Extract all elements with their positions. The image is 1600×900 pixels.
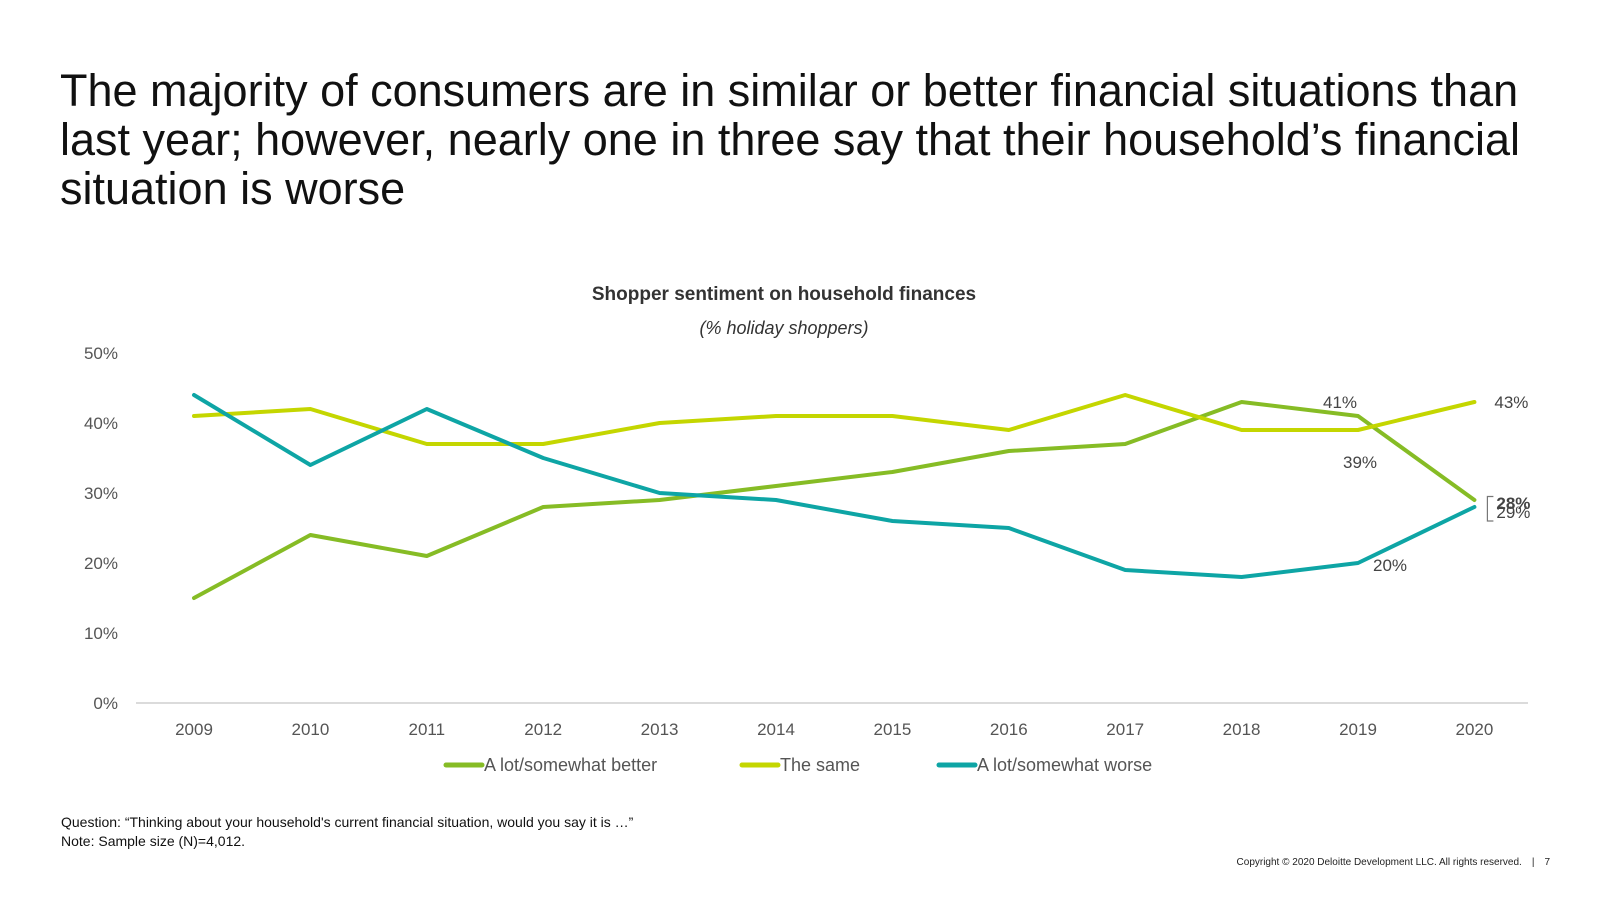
footnote-question: Question: “Thinking about your household… (61, 814, 634, 830)
chart-title: Shopper sentiment on household finances (592, 284, 976, 305)
label-bracket (1486, 495, 1494, 522)
chart-legend: A lot/somewhat better The same A lot/somew… (443, 755, 1152, 775)
data-label: 41% (1323, 393, 1357, 412)
y-tick-label: 0% (93, 694, 118, 713)
copyright-text: Copyright © 2020 Deloitte Development LL… (1236, 857, 1522, 868)
data-label: 20% (1373, 556, 1407, 575)
y-tick-label: 10% (84, 624, 118, 643)
x-tick-label: 2020 (1455, 720, 1493, 739)
x-tick-label: 2018 (1223, 720, 1261, 739)
chart-axes: 0% 10% 20% 30% 40% 50% 2009 2010 2011 2012 2013 201… (84, 344, 1528, 739)
chart-annotations: 41% 39% 20% 43% 28%29% (1323, 393, 1530, 575)
data-label: 39% (1343, 453, 1377, 472)
slide-title: The majority of consumers are in similar… (60, 65, 1521, 214)
legend-label: The same (780, 755, 860, 775)
copyright-bar: Copyright © 2020 Deloitte Development LL… (1237, 857, 1550, 868)
y-tick-label: 40% (84, 414, 118, 433)
footnote-note: Note: Sample size (N)=4,012. (61, 833, 246, 849)
series-line-1 (192, 393, 1477, 446)
legend-label: A lot/somewhat worse (977, 755, 1152, 775)
series-line-0 (192, 400, 1477, 600)
x-tick-label: 2010 (291, 720, 329, 739)
x-tick-label: 2013 (641, 720, 679, 739)
x-tick-label: 2016 (990, 720, 1028, 739)
chart-subtitle: (% holiday shoppers) (699, 318, 868, 338)
data-label: 29% (1496, 503, 1530, 522)
x-tick-label: 2019 (1339, 720, 1377, 739)
y-tick-label: 30% (84, 484, 118, 503)
legend-label: A lot/somewhat better (484, 755, 657, 775)
x-tick-label: 2012 (524, 720, 562, 739)
data-label: 28% (1496, 494, 1530, 513)
series-line-2 (192, 393, 1477, 579)
footnotes: Question: “Thinking about your household… (61, 813, 633, 851)
x-tick-label: 2015 (873, 720, 911, 739)
x-tick-label: 2009 (175, 720, 213, 739)
x-tick-label: 2014 (757, 720, 795, 739)
x-tick-label: 2011 (409, 720, 446, 739)
page-number: 7 (1544, 857, 1550, 868)
y-tick-label: 20% (84, 554, 118, 573)
copyright-separator: | (1531, 857, 1535, 868)
y-tick-label: 50% (84, 344, 118, 363)
chart-series (192, 393, 1477, 600)
data-label: 43% (1494, 393, 1528, 412)
x-tick-label: 2017 (1106, 720, 1144, 739)
